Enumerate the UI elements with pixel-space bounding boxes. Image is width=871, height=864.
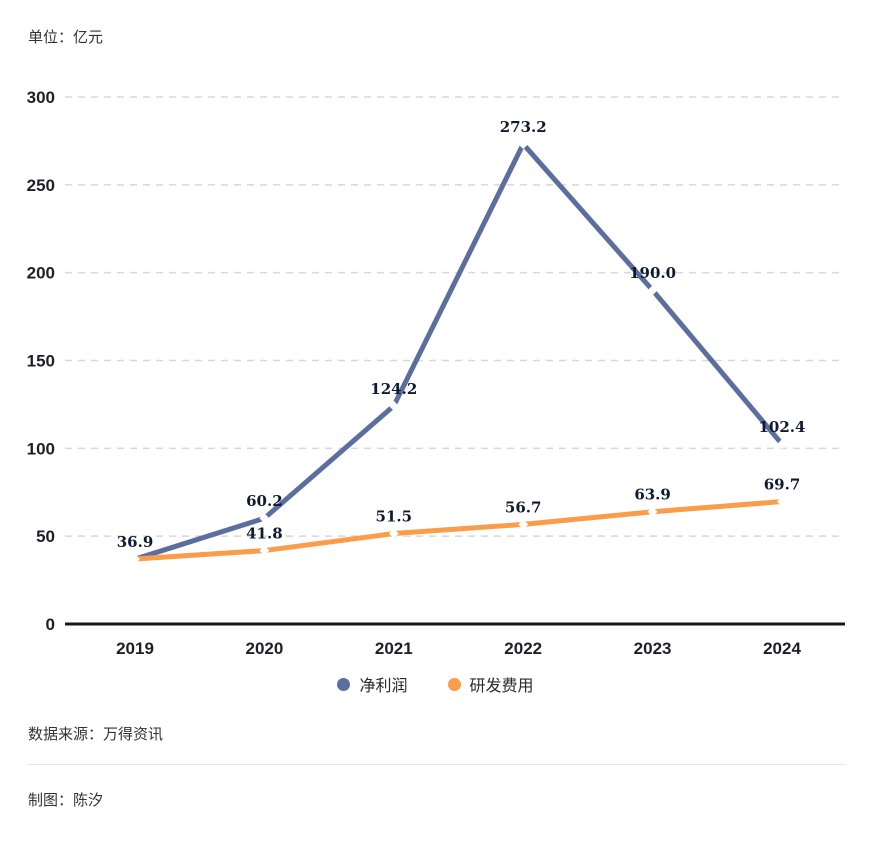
unit-label: 单位：亿元: [28, 29, 104, 46]
svg-text:300: 300: [27, 88, 55, 107]
net-profit-dot-icon: [337, 677, 351, 691]
svg-text:60.2: 60.2: [246, 492, 283, 510]
svg-text:50: 50: [36, 527, 55, 546]
svg-text:2023: 2023: [634, 639, 672, 658]
svg-text:69.7: 69.7: [764, 476, 801, 494]
svg-text:190.0: 190.0: [629, 264, 676, 282]
legend-item-rd-expense: 研发费用: [447, 672, 534, 696]
svg-text:2020: 2020: [245, 639, 283, 658]
legend-label: 研发费用: [469, 678, 534, 695]
svg-text:124.2: 124.2: [370, 380, 417, 398]
credit-text: 制图：陈汐: [28, 792, 104, 809]
legend-item-net-profit: 净利润: [337, 672, 408, 696]
svg-text:2024: 2024: [763, 639, 801, 658]
svg-text:51.5: 51.5: [376, 508, 413, 526]
legend: 净利润 研发费用: [0, 671, 871, 697]
rd-expense-dot-icon: [447, 677, 461, 691]
line-chart: 0 50 100 150 200 250 300 2019 2020 2021 2022 2023 20…: [27, 88, 845, 658]
svg-text:41.8: 41.8: [246, 525, 283, 543]
svg-text:200: 200: [27, 264, 55, 283]
svg-text:2022: 2022: [504, 639, 542, 658]
legend-label: 净利润: [359, 678, 408, 695]
svg-text:100: 100: [27, 439, 55, 458]
svg-text:102.4: 102.4: [759, 418, 806, 436]
svg-text:2021: 2021: [375, 639, 413, 658]
svg-text:0: 0: [46, 615, 55, 634]
svg-text:2019: 2019: [116, 639, 154, 658]
svg-text:150: 150: [27, 352, 55, 371]
divider: [28, 764, 845, 765]
svg-text:250: 250: [27, 176, 55, 195]
svg-text:56.7: 56.7: [505, 498, 542, 516]
data-source-text: 数据来源：万得资讯: [28, 726, 164, 743]
svg-text:63.9: 63.9: [634, 486, 671, 504]
svg-text:273.2: 273.2: [500, 118, 547, 136]
svg-text:36.9: 36.9: [117, 533, 154, 551]
